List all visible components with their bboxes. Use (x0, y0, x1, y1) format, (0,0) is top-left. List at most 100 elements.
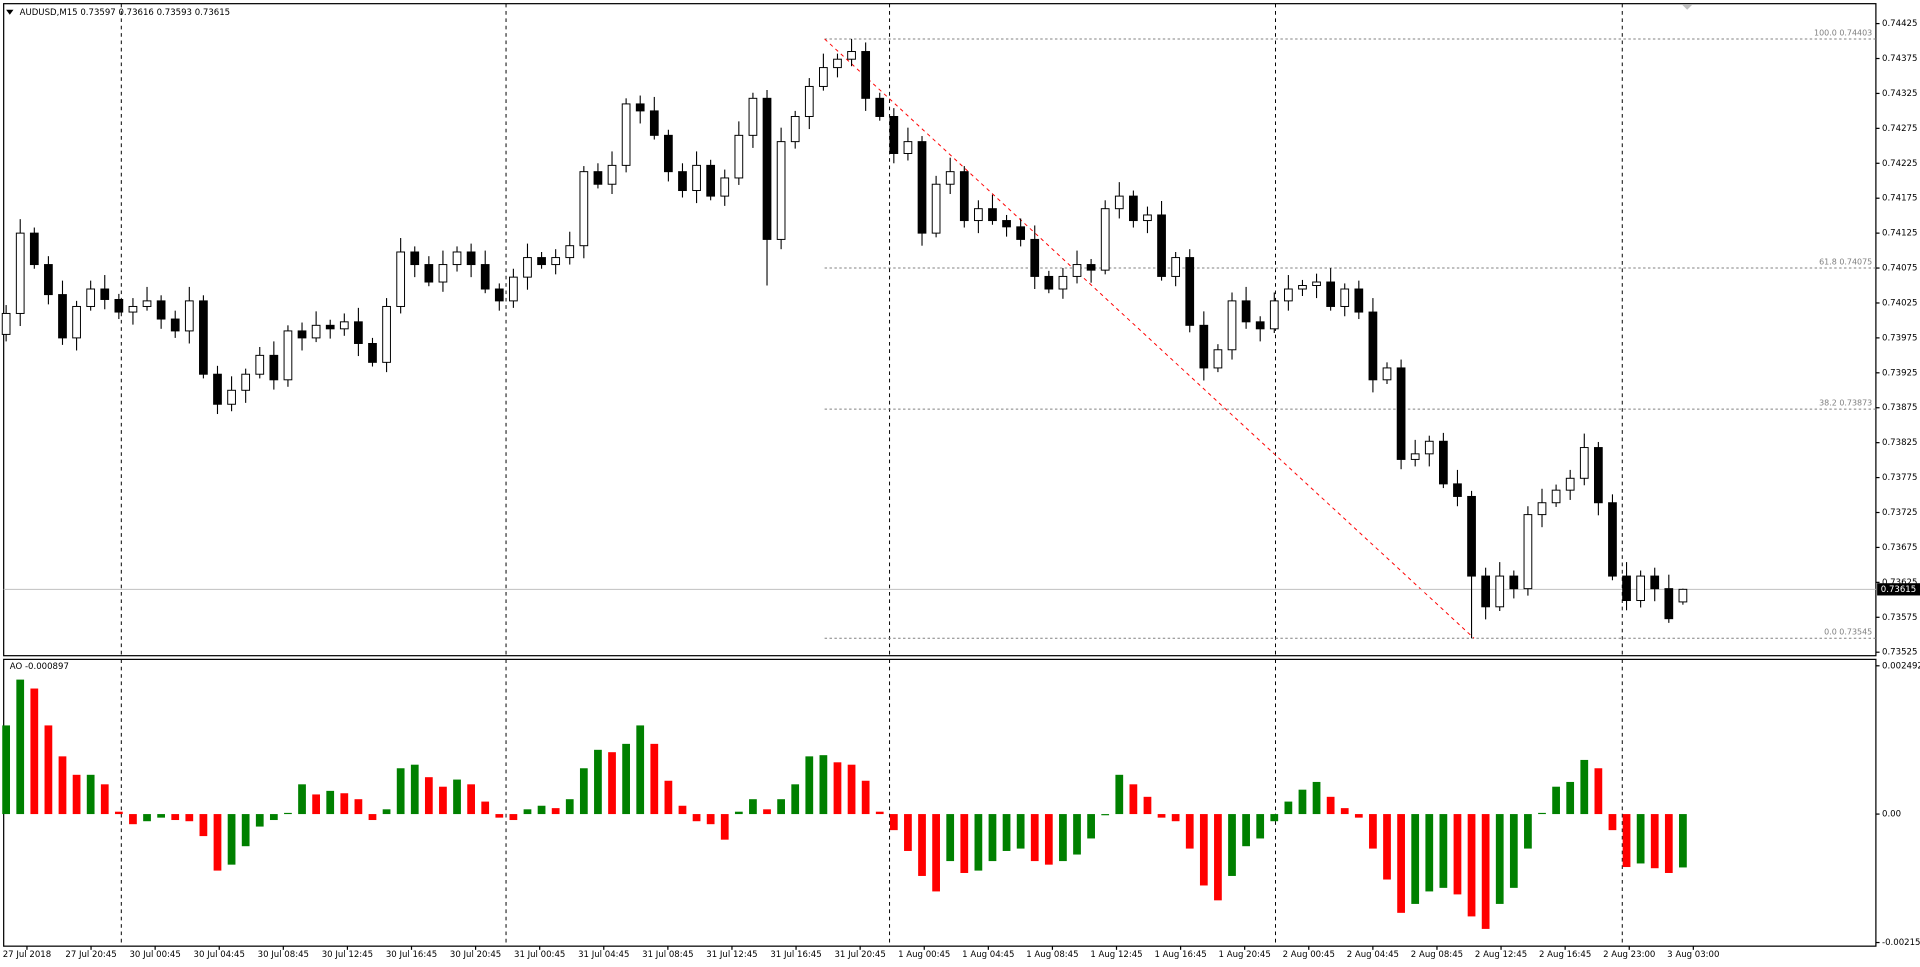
y-tick-label: 0.73875 (1882, 403, 1917, 413)
ao-bar (100, 784, 109, 815)
candle-body (1213, 349, 1223, 369)
ao-bar (58, 756, 67, 815)
candle-body (537, 257, 546, 266)
ao-bar (1228, 814, 1236, 876)
candle-body (903, 141, 913, 154)
candle-body (1241, 300, 1251, 323)
candle-body (184, 300, 194, 332)
ao-bar (1073, 814, 1081, 855)
candle-body (551, 257, 561, 266)
ao-bar (185, 814, 194, 822)
ao-bar (1509, 814, 1518, 888)
candle-body (452, 251, 462, 266)
ao-bar (988, 814, 997, 862)
ao-bar (1679, 814, 1687, 868)
candle-body (1594, 447, 1603, 504)
ao-bar (523, 809, 532, 815)
ao-bar (312, 794, 320, 815)
ao-bar (889, 814, 898, 831)
x-tick-label: 1 Aug 16:45 (1154, 950, 1206, 960)
candle-body (466, 251, 476, 266)
candle-body (1185, 257, 1195, 326)
ao-bar (650, 743, 659, 815)
ao-bar (1129, 784, 1138, 815)
ao-bar (1580, 759, 1589, 815)
ao-bar (1340, 808, 1349, 815)
ao-bar (622, 743, 630, 815)
current-price-box (1877, 583, 1920, 596)
candle-body (1551, 489, 1561, 504)
candle-body (579, 171, 589, 247)
ao-bar (805, 756, 814, 815)
candle-body (607, 164, 617, 185)
ao-bar (453, 779, 461, 815)
ao-bar (1256, 814, 1265, 839)
ao-bar (763, 809, 771, 815)
x-tick-label: 1 Aug 20:45 (1219, 950, 1271, 960)
menu-arrow[interactable] (6, 9, 14, 15)
ao-bar (396, 768, 405, 815)
candle-body (339, 321, 349, 330)
ao-bar (1016, 814, 1025, 849)
ao-bar (1481, 814, 1490, 929)
y-tick-label: 0.74225 (1882, 159, 1917, 169)
candle-body (1340, 288, 1350, 307)
ao-bar (410, 764, 419, 815)
candle-body (1579, 447, 1589, 479)
candle-body (241, 373, 251, 391)
candle-body (1002, 220, 1011, 228)
x-tick-label: 30 Jul 00:45 (129, 950, 180, 960)
candle-body (170, 318, 180, 332)
candle-body (1664, 588, 1674, 620)
candle-body (1326, 281, 1336, 307)
y-tick-label: 0.00 (1882, 810, 1901, 820)
x-tick-label: 3 Aug 03:00 (1667, 950, 1719, 960)
candle-body (593, 171, 603, 185)
ao-bar (1524, 814, 1532, 849)
ao-bar (960, 814, 969, 873)
x-tick-label: 30 Jul 20:45 (450, 950, 501, 960)
ao-bar (1030, 814, 1039, 862)
ao-bar (861, 780, 870, 815)
ao-bar (608, 752, 616, 815)
ao-bar (1199, 814, 1208, 886)
ao-bar (664, 780, 673, 815)
y-tick-label: 0.73575 (1882, 613, 1917, 623)
candle-body (382, 305, 391, 363)
y-tick-label: 0.74175 (1882, 194, 1917, 204)
ao-header: AO -0.000897 (10, 662, 69, 672)
ao-bar (1650, 814, 1659, 869)
candle-body (720, 177, 730, 197)
ao-bar (284, 812, 292, 815)
y-tick-label: 0.74275 (1882, 124, 1917, 134)
x-tick-label: 30 Jul 08:45 (258, 950, 309, 960)
candle-body (1354, 288, 1364, 313)
ao-bar (227, 814, 236, 865)
candle-body (1312, 281, 1321, 287)
ao-bar (875, 811, 884, 815)
candle-body (128, 305, 138, 313)
ao-bar (692, 814, 701, 822)
candle-body (1016, 226, 1026, 240)
x-tick-label: 1 Aug 00:45 (898, 950, 950, 960)
ao-bar (382, 809, 391, 815)
ao-bar (495, 814, 504, 818)
ao-bar (1566, 781, 1575, 815)
candle-body (1030, 238, 1040, 277)
candle-body (1453, 483, 1462, 497)
candle-body (1523, 514, 1533, 590)
x-tick-label: 1 Aug 04:45 (962, 950, 1014, 960)
candle-body (1044, 275, 1054, 290)
candle-body (213, 373, 222, 405)
ao-bar (734, 811, 743, 815)
ao-bar (171, 814, 180, 821)
candle-body (44, 264, 53, 296)
candle-body (311, 324, 321, 339)
ao-bar (340, 793, 349, 815)
y-tick-label: 0.73825 (1882, 438, 1917, 448)
y-tick-label: -0.002159 (1882, 938, 1920, 948)
y-tick-label: 0.73975 (1882, 333, 1917, 343)
ao-bar (157, 814, 165, 818)
ao-bar (1538, 812, 1546, 815)
ao-bar (481, 801, 490, 815)
